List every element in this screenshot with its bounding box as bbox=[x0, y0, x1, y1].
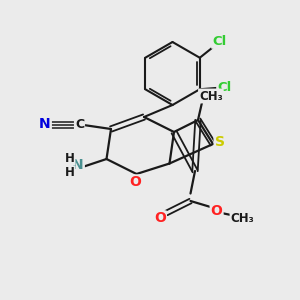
Text: N: N bbox=[72, 158, 84, 172]
Text: O: O bbox=[129, 176, 141, 189]
Text: H: H bbox=[65, 152, 75, 165]
Text: C: C bbox=[75, 118, 84, 131]
Text: Cl: Cl bbox=[212, 35, 226, 48]
Text: CH₃: CH₃ bbox=[230, 212, 254, 226]
Text: H: H bbox=[65, 166, 75, 179]
Text: S: S bbox=[214, 136, 225, 149]
Text: Cl: Cl bbox=[217, 81, 232, 94]
Text: O: O bbox=[154, 212, 166, 225]
Text: N: N bbox=[39, 118, 51, 131]
Text: CH₃: CH₃ bbox=[199, 89, 223, 103]
Text: O: O bbox=[211, 204, 223, 218]
